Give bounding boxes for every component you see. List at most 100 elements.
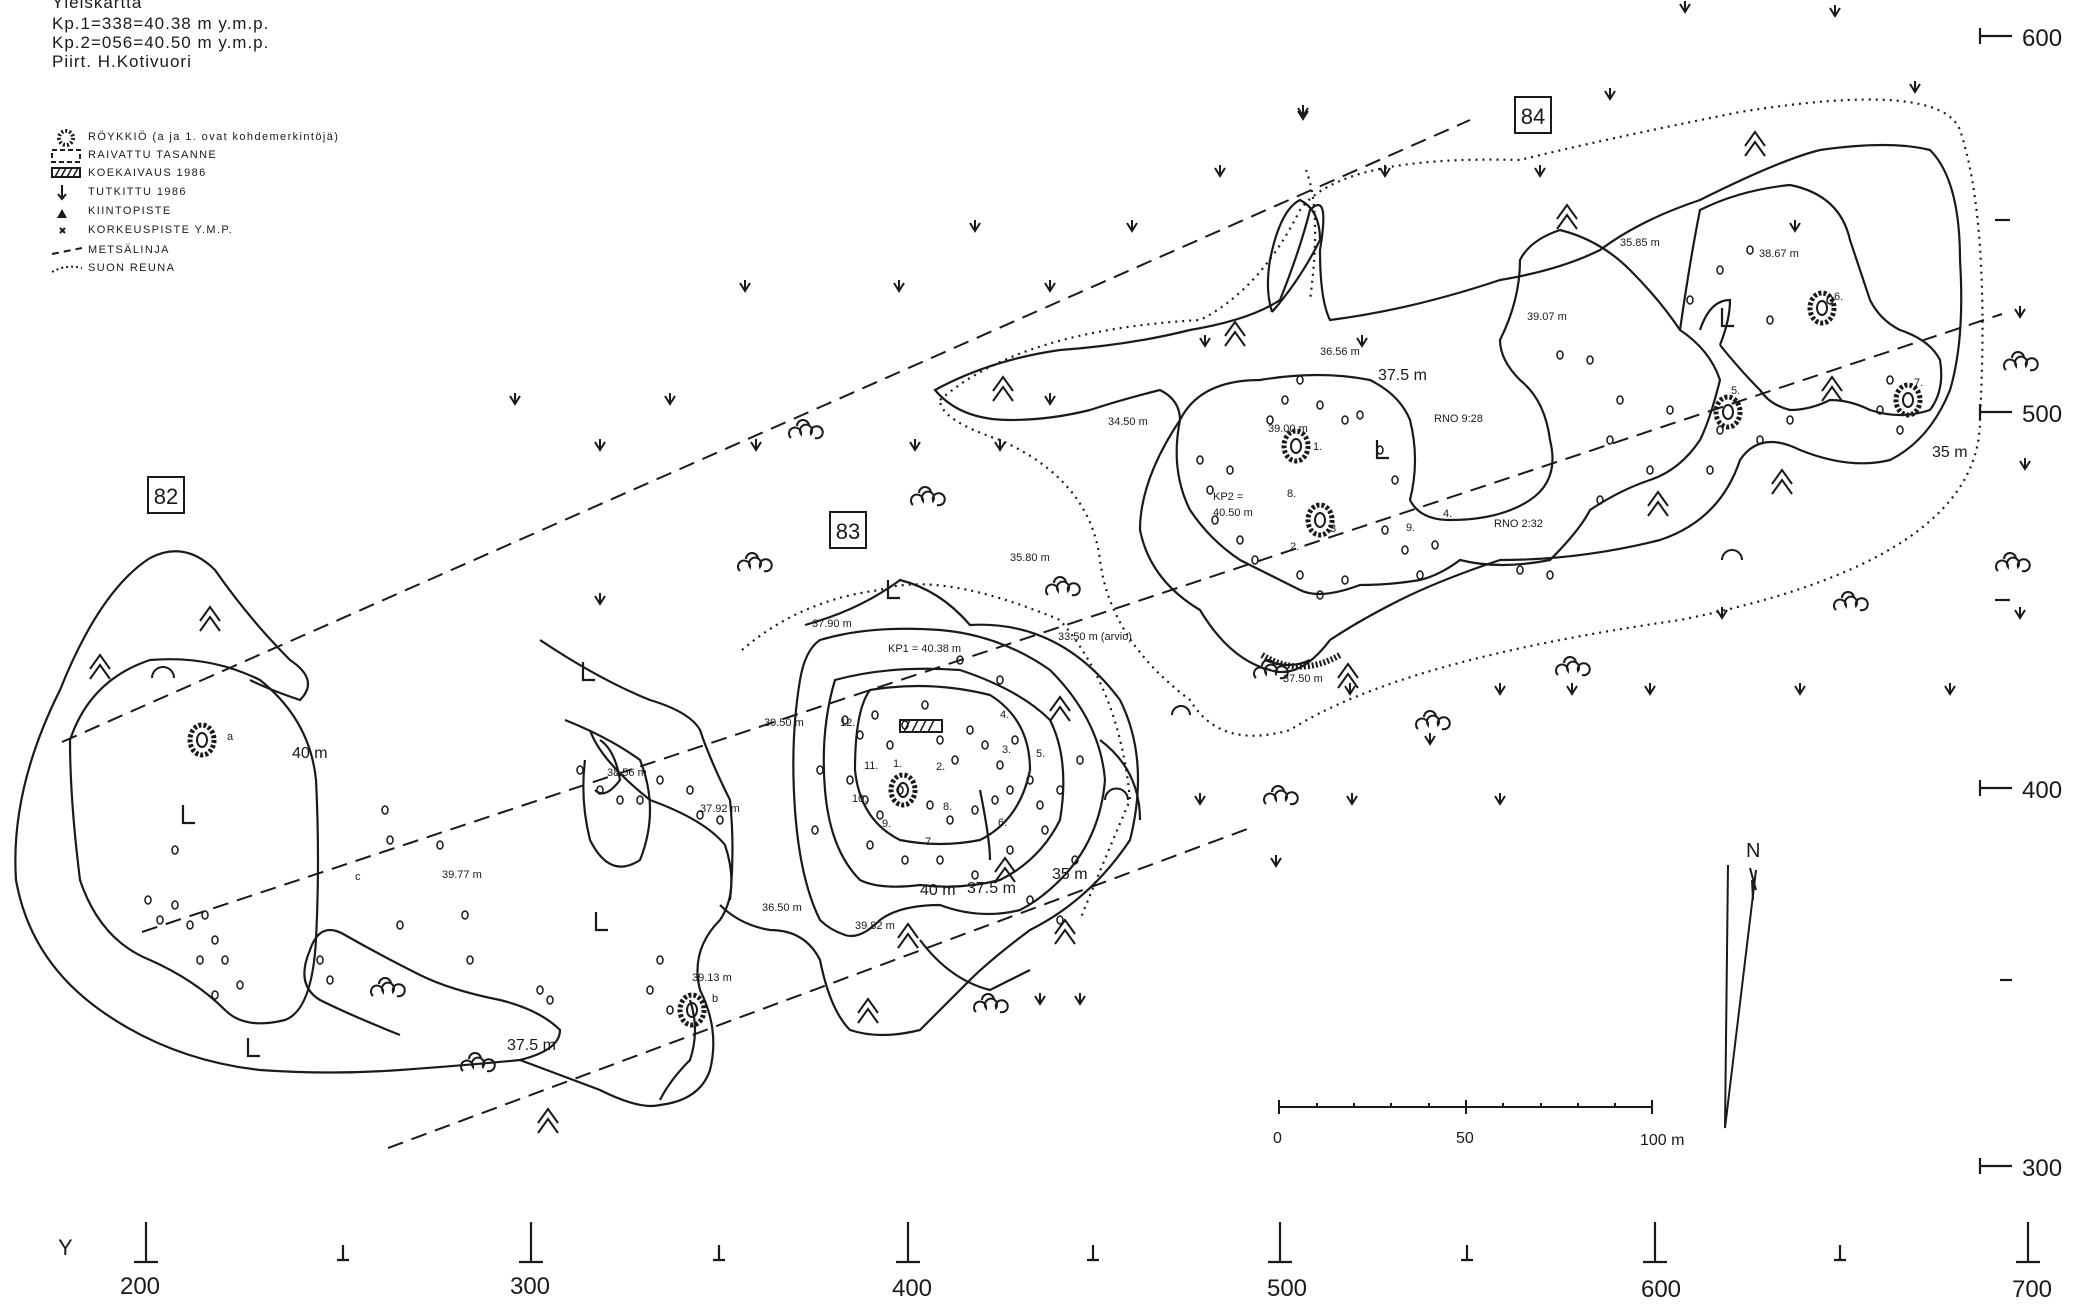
legend-cairn-label: RÖYKKIÖ (a ja 1. ovat kohdemerkintöjä) (88, 131, 340, 143)
bottom-axis (134, 1222, 2040, 1264)
elevation-label: 39.82 m (855, 920, 895, 932)
north-label: N (1746, 840, 1760, 862)
scale-label: 100 m (1640, 1132, 1684, 1149)
elevation-label: 37.92 m (700, 803, 740, 815)
legend-height-point-label: KORKEUSPISTE Y.M.P. (88, 224, 234, 236)
marker-label: b (712, 993, 718, 1005)
cairn-number: 5. (1036, 748, 1045, 760)
bottom-axis-tick-label: 700 (2012, 1276, 2052, 1303)
contour-label: 37.5 m (967, 880, 1016, 897)
north-arrow-icon (1724, 864, 1757, 1129)
contour-label: 35 m (1052, 866, 1088, 883)
cairn-number: 9. (1406, 522, 1415, 534)
elevation-label: 35.85 m (1620, 237, 1660, 249)
site-83-label: 83 (836, 519, 860, 544)
cairn-number: 11. (864, 760, 878, 772)
elevation-label: 39.77 m (442, 869, 482, 881)
cairn-number: 1. (1313, 441, 1322, 453)
bottom-axis-tick-label: 200 (120, 1273, 160, 1300)
cross-icon (59, 227, 66, 234)
cleared-terrace-icon (51, 149, 81, 163)
marker-label: a (227, 731, 234, 743)
cairn-number: 7. (1914, 377, 1923, 389)
bottom-axis-label: Y (58, 1235, 73, 1260)
site-83-contours (719, 578, 1142, 1037)
elevation-label: 37.50 m (1283, 673, 1323, 685)
terrain-symbols (89, 0, 2039, 1134)
cairn-icon (1308, 505, 1332, 535)
cairn-number: 6. (998, 817, 1007, 829)
elevation-label: 38.67 m (1759, 248, 1799, 260)
right-axis-tick-label: 400 (2022, 777, 2062, 804)
legend-studied-label: TUTKITTU 1986 (88, 186, 187, 198)
kp2-value: 40.50 m (1213, 507, 1253, 519)
dotted-line-icon (51, 265, 83, 273)
right-axis-tick-label: 300 (2022, 1155, 2062, 1182)
cairn-icon (1284, 431, 1308, 461)
legend-bog-edge-label: SUON REUNA (88, 262, 176, 274)
bog-edges (741, 98, 1984, 921)
rno-label: RNO 2:32 (1494, 518, 1543, 530)
cairn-number: 4. (1000, 709, 1009, 721)
contour-label: 40 m (920, 882, 956, 899)
test-excavation-icon (51, 167, 81, 178)
map-title: Yleiskartta (52, 0, 143, 12)
elevation-label: 36.56 m (1320, 346, 1360, 358)
forest-lines (61, 119, 2003, 1149)
rno-label: RNO 9:28 (1434, 413, 1483, 425)
elevation-label: 33.50 m (arvio) (1058, 631, 1132, 643)
scale-label: 50 (1456, 1130, 1474, 1147)
cairn-number: 12. (840, 717, 855, 729)
elevation-label: 34.50 m (1108, 416, 1148, 428)
contour-label: 37.5 m (507, 1037, 556, 1054)
contour-label: 40 m (292, 745, 328, 762)
cairn-icon (1896, 385, 1920, 415)
site-84-contours (933, 143, 1963, 674)
elevation-label: 39.13 m (692, 972, 732, 984)
kp2-label: KP2 = (1213, 491, 1243, 503)
cairn-number: 8. (1287, 488, 1296, 500)
cairn-number: 1. (893, 758, 902, 770)
legend-symbols (51, 129, 83, 273)
cleared-terrace (1260, 652, 1342, 670)
elevation-label: 35.80 m (1010, 552, 1050, 564)
elevation-label: 36.50 m (762, 902, 802, 914)
site-82-contours (14, 550, 734, 1108)
elevation-label: 38.56 m (607, 767, 647, 779)
cairn-number: 2. (936, 761, 945, 773)
cairn-icon (1810, 293, 1834, 323)
legend-forest-line-label: METSÄLINJA (88, 244, 170, 256)
kp1-label: KP1 = 40.38 m (888, 643, 961, 655)
contour-label: 37.5 m (1378, 367, 1427, 384)
cairn-number: 3 (1330, 523, 1336, 535)
legend-fixed-point-label: KIINTOPISTE (88, 205, 172, 217)
elevation-label: 39.00 m (1268, 423, 1308, 435)
contour-label: 35 m (1932, 444, 1968, 461)
test-excavation (899, 719, 943, 733)
scale-bar (1278, 1100, 1653, 1114)
elevation-label: 39.50 m (764, 717, 804, 729)
elevation-label: 39.07 m (1527, 311, 1567, 323)
elevation-label: 37.90 m (812, 618, 852, 630)
dashed-line-icon (51, 247, 83, 255)
triangle-icon (57, 209, 67, 218)
arrow-down-icon (57, 185, 67, 201)
site-84-label: 84 (1521, 104, 1545, 129)
cairn-number: 8. (943, 801, 952, 813)
cairn-number: 7. (925, 836, 934, 848)
cairn-icon (190, 725, 214, 755)
bottom-axis-tick-label: 300 (510, 1273, 550, 1300)
cairn-icon (57, 129, 75, 147)
cairn-number: 9. (882, 818, 891, 830)
bottom-axis-tick-label: 400 (892, 1275, 932, 1302)
bottom-axis-tick-label: 600 (1641, 1276, 1681, 1303)
right-axis-tick-label: 500 (2022, 401, 2062, 428)
elevation-labels: 39.77 m 38.56 m 37.92 m 39.13 m 36.50 m … (227, 237, 1923, 1005)
right-axis-tick-label: 600 (2022, 25, 2062, 52)
site-82-label: 82 (154, 484, 178, 509)
legend-excavation-label: KOEKAIVAUS 1986 (88, 167, 207, 179)
cairn-number: 5. (1731, 385, 1740, 397)
scale-label: 0 (1273, 1130, 1282, 1147)
cairn-number: 4. (1443, 508, 1452, 520)
